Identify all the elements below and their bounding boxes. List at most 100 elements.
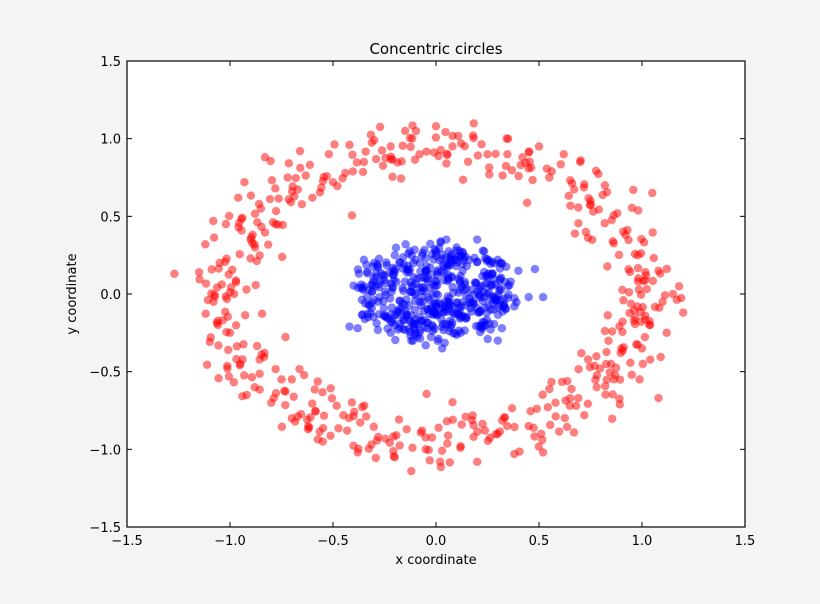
data-point [442, 150, 452, 160]
y-tick-label: −1.5 [89, 521, 121, 536]
data-point [385, 438, 395, 448]
data-point [583, 399, 593, 409]
data-point [315, 427, 325, 437]
data-point [498, 171, 508, 180]
data-point [468, 411, 478, 420]
data-point [678, 308, 688, 318]
data-point [417, 292, 427, 302]
data-point [250, 242, 260, 252]
data-point [402, 424, 412, 434]
data-point [386, 152, 396, 162]
data-point [587, 235, 597, 245]
data-point [618, 295, 628, 305]
data-point [560, 413, 570, 423]
data-point [600, 381, 610, 391]
data-point [407, 282, 417, 291]
data-point [324, 149, 334, 159]
data-point [281, 332, 290, 342]
y-axis-label: y coordinate [65, 253, 80, 334]
data-point [278, 220, 288, 230]
data-point [327, 393, 337, 403]
x-tick-label: −0.5 [317, 534, 349, 549]
data-point [368, 261, 378, 271]
x-tick-label: 0.5 [529, 534, 550, 549]
data-point [348, 150, 357, 160]
data-point [375, 122, 385, 132]
data-point [399, 315, 409, 325]
data-point [478, 419, 488, 429]
data-point [600, 218, 610, 228]
data-point [559, 149, 569, 159]
data-point [603, 310, 613, 320]
data-point [295, 163, 305, 173]
data-point [428, 326, 438, 336]
data-point [655, 269, 665, 278]
data-point [562, 422, 572, 432]
data-point [638, 359, 648, 369]
data-point [398, 141, 408, 151]
data-point [378, 161, 388, 171]
data-point [310, 384, 320, 394]
data-point [501, 262, 511, 272]
data-point [201, 309, 211, 319]
data-point [252, 217, 262, 227]
x-tick-label: −1.0 [214, 534, 246, 549]
data-point [386, 317, 396, 327]
data-point [639, 237, 649, 247]
data-point [390, 335, 400, 345]
data-point [217, 280, 227, 289]
data-point [349, 407, 359, 417]
data-point [391, 243, 401, 253]
data-point [284, 158, 294, 168]
data-point [507, 403, 517, 413]
data-point [473, 307, 483, 317]
data-point [618, 317, 628, 327]
data-point [332, 181, 342, 191]
data-point [224, 270, 234, 279]
data-point [636, 307, 646, 317]
data-point [510, 422, 519, 432]
data-point [200, 239, 210, 249]
data-point [445, 457, 455, 467]
data-point [514, 171, 524, 181]
data-point [305, 160, 315, 170]
data-point [487, 270, 497, 280]
data-point [222, 364, 232, 373]
data-point [447, 320, 457, 330]
data-point [503, 293, 513, 303]
data-point [534, 141, 544, 151]
data-point [502, 134, 512, 144]
data-point [279, 386, 289, 396]
y-tick-label: −1.0 [89, 443, 121, 458]
data-point [588, 207, 598, 216]
data-point [478, 317, 488, 327]
data-point [463, 157, 473, 167]
data-point [526, 406, 536, 416]
data-point [601, 359, 611, 369]
data-point [421, 340, 431, 350]
data-point [524, 147, 534, 157]
y-tick-label: 1.5 [100, 55, 121, 70]
data-point [567, 384, 576, 394]
data-point [565, 393, 575, 403]
data-point [502, 421, 512, 431]
y-tick-label: −0.5 [89, 366, 121, 381]
data-point [605, 367, 615, 377]
data-point [436, 238, 446, 247]
data-point [635, 374, 645, 384]
data-point [640, 332, 650, 342]
data-point [672, 295, 682, 305]
data-point [529, 423, 539, 433]
data-point [429, 281, 439, 290]
data-point [222, 327, 231, 337]
data-point [362, 267, 372, 277]
data-point [442, 439, 452, 449]
data-point [326, 431, 335, 441]
data-point [581, 227, 591, 237]
data-point [342, 426, 352, 436]
data-point [668, 289, 678, 299]
data-point [493, 336, 503, 346]
x-tick-label: 1.0 [632, 534, 653, 549]
data-point [551, 398, 560, 408]
